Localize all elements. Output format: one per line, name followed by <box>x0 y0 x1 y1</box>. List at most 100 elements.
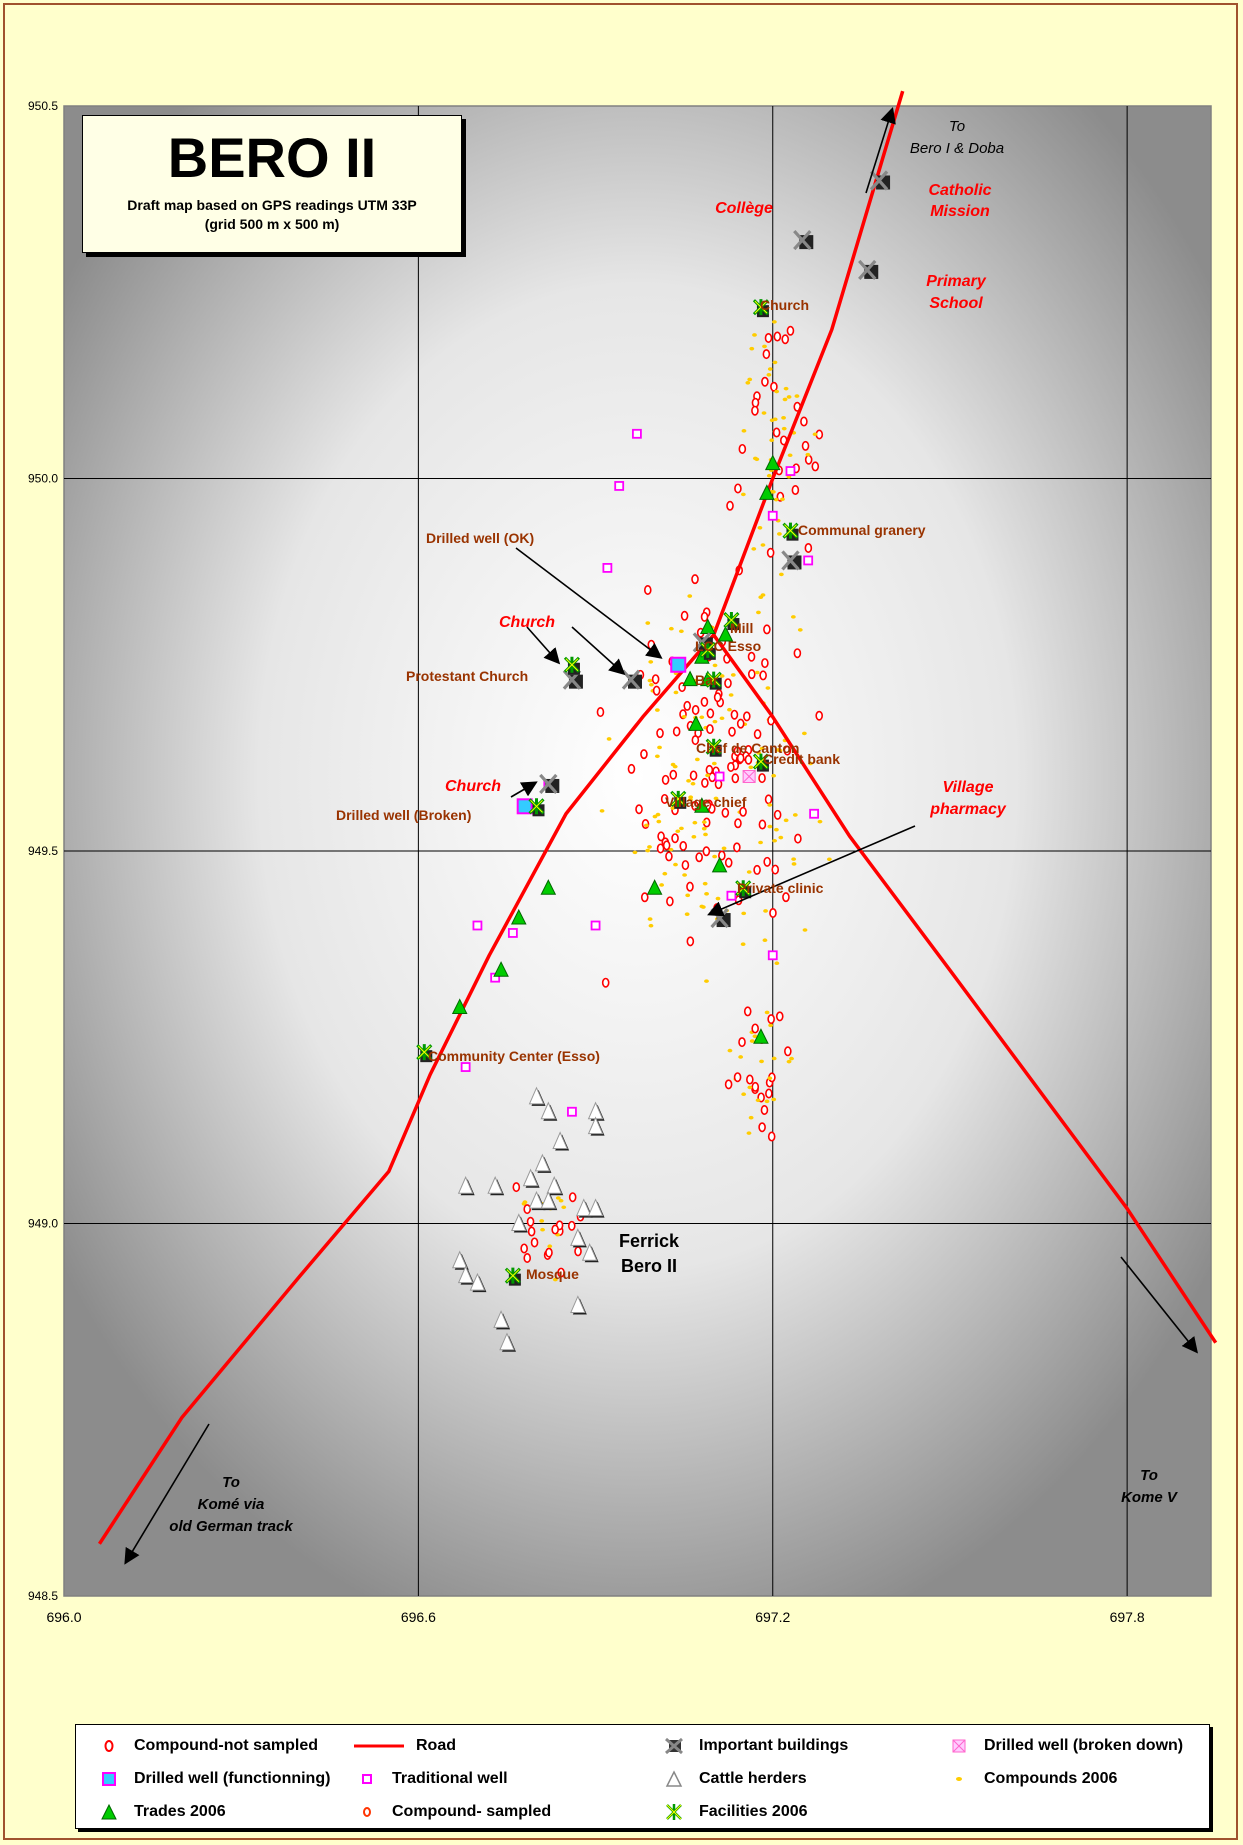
compound-sampled <box>759 670 767 681</box>
label-mosque: Mosque <box>526 1266 579 1282</box>
compound-2006 <box>763 909 768 913</box>
map-labels: To Bero I & Doba Collège Catholic Missio… <box>169 118 1179 1535</box>
compound-2006 <box>754 670 760 675</box>
compound-2006 <box>540 1227 545 1232</box>
compound-not-sampled <box>746 1074 754 1085</box>
traditional-well-marker <box>590 920 601 931</box>
compound-2006 <box>547 1244 553 1249</box>
compound-not-sampled <box>596 707 605 718</box>
compound-2006 <box>692 820 698 825</box>
compound-2006 <box>662 871 668 876</box>
label-college: Collège <box>715 200 773 217</box>
cattle-herder-marker <box>581 1243 598 1261</box>
traditional-well-marker <box>602 563 613 573</box>
compound-not-sampled <box>557 1267 565 1278</box>
legend-label: Road <box>416 1737 456 1754</box>
compound-2006 <box>766 373 772 377</box>
compound-not-sampled <box>770 381 778 392</box>
compound-2006 <box>741 429 747 433</box>
compound-2006 <box>751 547 757 551</box>
compound-sampled <box>724 678 732 689</box>
compound-2006 <box>673 690 679 695</box>
facility-highlight <box>701 643 715 657</box>
traditional-well-marker <box>785 466 796 476</box>
compound-sampled <box>791 485 800 496</box>
label-community-center: Community Center (Esso) <box>428 1048 600 1064</box>
y-tick-label: 950.0 <box>28 472 58 486</box>
label-village-pharmacy-1: Village <box>943 779 994 796</box>
compound-2006 <box>705 773 711 778</box>
drilled-well-functioning-marker <box>670 656 687 673</box>
legend-item-drilled-well-functioning: Drilled well (functionning) <box>96 1768 330 1790</box>
compound-2006 <box>772 417 778 422</box>
arrow-to-kome-v <box>1120 1256 1198 1354</box>
compound-2006 <box>712 854 718 859</box>
legend-item-drilled-well-broken: Drilled well (broken down) <box>946 1735 1183 1757</box>
compound-2006-icon <box>956 1777 962 1781</box>
compound-not-sampled <box>705 764 714 775</box>
compound-sampled <box>702 846 711 857</box>
compound-2006 <box>747 1085 753 1090</box>
compound-2006 <box>794 394 800 398</box>
trade-marker <box>694 797 710 813</box>
compound-2006 <box>778 572 784 577</box>
label-drilled-well-ok: Drilled well (OK) <box>426 530 534 546</box>
compound-sampled <box>640 892 649 903</box>
label-protestant-church: Protestant Church <box>406 668 528 684</box>
compound-2006 <box>767 1076 773 1080</box>
compound-sampled <box>769 907 777 918</box>
compound-sampled <box>801 440 810 451</box>
compound-2006 <box>713 796 719 801</box>
compound-2006 <box>682 873 687 877</box>
legend-label: Facilities 2006 <box>699 1803 808 1820</box>
compound-not-sampled <box>786 325 795 336</box>
compound-2006 <box>761 411 767 415</box>
compound-sampled <box>718 850 726 861</box>
map-title: BERO II <box>167 126 377 189</box>
compound-2006 <box>738 1055 744 1059</box>
compound-2006 <box>701 820 707 824</box>
compound-2006 <box>781 426 787 431</box>
compound-2006 <box>791 862 797 866</box>
label-mill: Mill <box>730 620 753 636</box>
compound-2006 <box>769 438 775 443</box>
compound-sampled <box>657 831 665 842</box>
traditional-well-marker <box>614 481 625 491</box>
compound-2006 <box>684 912 690 916</box>
compound-not-sampled <box>527 1226 536 1237</box>
label-private-clinic: Private clinic <box>737 880 824 896</box>
compound-not-sampled <box>666 896 674 907</box>
compound-2006 <box>764 1099 770 1104</box>
legend: Compound-not sampled Road Important buil… <box>75 1724 1210 1829</box>
legend-label: Traditional well <box>392 1770 508 1787</box>
cattle-herder-marker <box>469 1272 486 1291</box>
compound-2006 <box>797 628 803 632</box>
axis-ticks: 696.0 696.6 697.2 697.8 950.5 950.0 949.5 949.0… <box>28 99 1145 1625</box>
compound-not-sampled <box>656 843 665 854</box>
facility-highlight <box>506 1269 520 1283</box>
label-to-kome-v-1: To <box>1140 1467 1158 1484</box>
compound-2006 <box>599 809 605 813</box>
compound-2006 <box>812 432 818 437</box>
compound-not-sampled <box>804 454 813 465</box>
compound-sampled <box>751 1081 760 1092</box>
compound-not-sampled <box>763 856 771 867</box>
compound-sampled <box>800 416 808 427</box>
drilled-well-functioning-icon <box>102 1772 116 1786</box>
compound-2006 <box>802 928 808 932</box>
compound-not-sampled <box>523 1204 532 1215</box>
compound-2006 <box>672 764 678 769</box>
compound-sampled <box>568 1192 577 1203</box>
legend-item-compound-sampled: Compound- sampled <box>354 1801 551 1823</box>
compound-2006 <box>772 360 778 365</box>
compound-not-sampled <box>751 1023 759 1034</box>
traditional-well-marker <box>567 1106 577 1117</box>
label-lcc-esso: LCC Esso <box>695 638 761 654</box>
trades-layer <box>451 454 781 1044</box>
compound-2006 <box>645 621 651 625</box>
cattle-herder-marker <box>511 1213 527 1231</box>
compound-not-sampled <box>764 794 773 805</box>
compound-not-sampled <box>695 852 703 863</box>
trade-marker <box>688 715 704 731</box>
road-line <box>97 90 905 1545</box>
